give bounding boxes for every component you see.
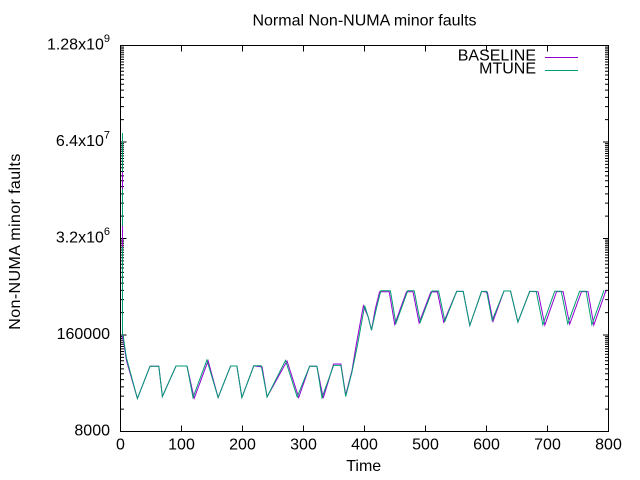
svg-text:Time: Time bbox=[346, 458, 381, 475]
svg-text:500: 500 bbox=[412, 437, 439, 454]
svg-text:200: 200 bbox=[229, 437, 256, 454]
svg-text:160000: 160000 bbox=[57, 326, 110, 343]
svg-text:3.2x106: 3.2x106 bbox=[56, 226, 110, 247]
svg-text:MTUNE: MTUNE bbox=[479, 61, 536, 78]
svg-text:1.28x109: 1.28x109 bbox=[47, 33, 110, 54]
svg-text:300: 300 bbox=[290, 437, 317, 454]
svg-text:400: 400 bbox=[351, 437, 378, 454]
svg-text:600: 600 bbox=[473, 437, 500, 454]
svg-text:8000: 8000 bbox=[74, 423, 110, 440]
svg-text:800: 800 bbox=[595, 437, 622, 454]
svg-text:0: 0 bbox=[116, 437, 125, 454]
svg-text:Non-NUMA minor faults: Non-NUMA minor faults bbox=[7, 153, 24, 329]
svg-text:6.4x107: 6.4x107 bbox=[56, 130, 110, 151]
svg-text:Normal Non-NUMA minor faults: Normal Non-NUMA minor faults bbox=[252, 13, 476, 30]
svg-text:BASELINE: BASELINE bbox=[458, 48, 536, 65]
svg-text:100: 100 bbox=[168, 437, 195, 454]
svg-text:700: 700 bbox=[534, 437, 561, 454]
